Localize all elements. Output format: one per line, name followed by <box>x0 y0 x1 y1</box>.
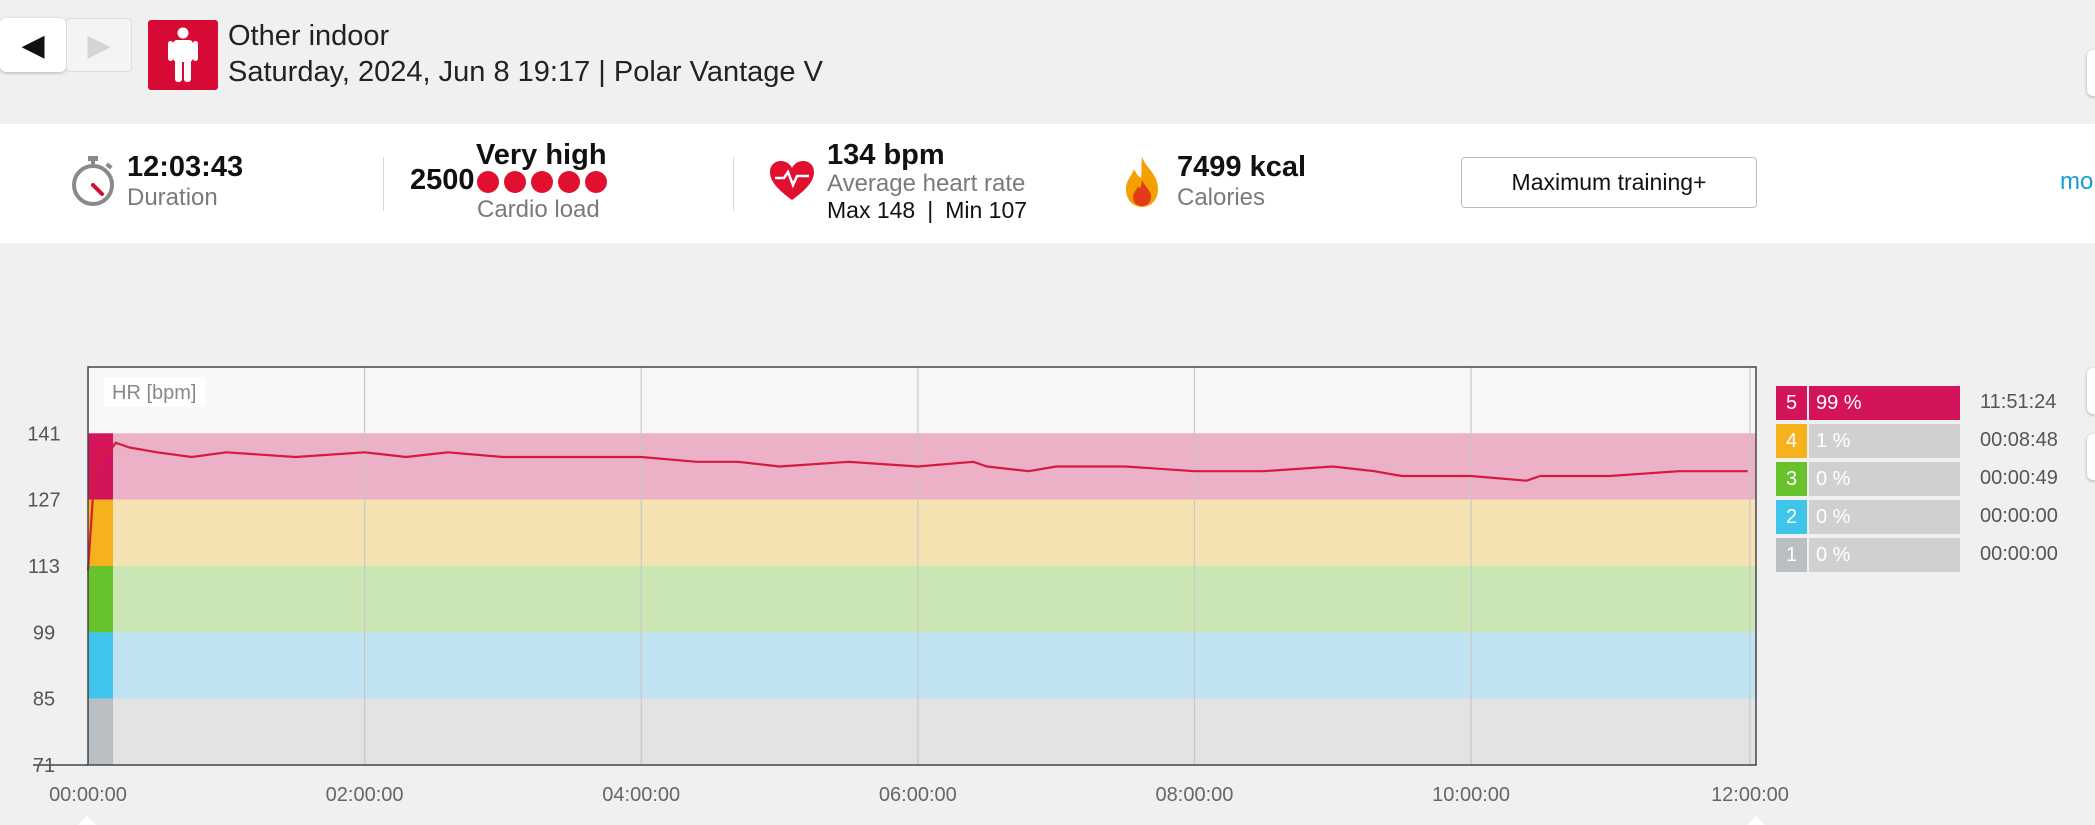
zone-band-1 <box>88 698 1756 765</box>
training-benefit-button[interactable]: Maximum training+ <box>1461 157 1757 208</box>
zone-band-4 <box>88 499 1756 566</box>
side-panel-tab[interactable] <box>2087 50 2095 96</box>
cardio-load-level: Very high <box>476 139 607 171</box>
previous-exercise-button[interactable]: ◀ <box>0 18 66 72</box>
plot-frame <box>87 366 1757 766</box>
next-exercise-button[interactable]: ▶ <box>66 18 132 72</box>
side-panel-tab[interactable] <box>2087 368 2095 414</box>
x-tick-label: 08:00:00 <box>1156 784 1234 806</box>
flame-icon <box>1124 156 1160 213</box>
hr-min: Min 107 <box>945 197 1028 223</box>
duration-label: Duration <box>127 184 218 211</box>
zone-row-5: 5 99 % <box>1776 386 1960 420</box>
zone-time: 00:00:00 <box>1980 505 2058 527</box>
zone-percentage: 0 % <box>1809 500 1960 534</box>
side-panel-tab[interactable] <box>2087 434 2095 480</box>
zone-percentage: 0 % <box>1809 462 1960 496</box>
zone-percentage: 99 % <box>1809 386 1960 420</box>
zone-strip-5 <box>88 433 113 500</box>
summary-strip: 12:03:43 Duration 2500 Very high Cardio … <box>0 124 2095 243</box>
zone-number: 5 <box>1776 386 1807 420</box>
x-tick-label: 10:00:00 <box>1432 784 1510 806</box>
x-tick-label: 02:00:00 <box>326 784 404 806</box>
x-tick-label: 00:00:00 <box>49 784 127 806</box>
zone-time: 00:08:48 <box>1980 429 2058 451</box>
zone-number: 4 <box>1776 424 1807 458</box>
load-dot <box>477 171 499 193</box>
cardio-load-label: Cardio load <box>477 196 600 223</box>
hr-max-min: Max 148 | Min 107 <box>827 197 1027 224</box>
zone-percentage: 0 % <box>1809 538 1960 572</box>
cardio-load-dots <box>477 171 607 193</box>
zone-time: 11:51:24 <box>1980 391 2057 413</box>
x-tick-label: 06:00:00 <box>879 784 957 806</box>
cardio-load-value: 2500 <box>410 164 475 196</box>
calories-label: Calories <box>1177 184 1266 211</box>
exercise-title: Other indoor <box>228 20 390 52</box>
zone-number: 3 <box>1776 462 1807 496</box>
zone-number: 2 <box>1776 500 1807 534</box>
avg-hr-value: 134 bpm <box>827 139 945 171</box>
y-tick-label: 85 <box>33 689 55 711</box>
hr-chart[interactable]: 141 127 113 99 85 71 00:00:00 02:00:00 04:00:00… <box>0 355 1800 825</box>
zone-number: 1 <box>1776 538 1807 572</box>
load-dot <box>531 171 553 193</box>
exercise-subtitle: Saturday, 2024, Jun 8 19:17 | Polar Vant… <box>228 56 823 88</box>
divider <box>733 157 734 211</box>
more-link[interactable]: mo <box>2060 168 2094 195</box>
load-dot <box>504 171 526 193</box>
load-dot <box>585 171 607 193</box>
zone-time: 00:00:49 <box>1980 467 2058 489</box>
chart-title: HR [bpm] <box>112 382 196 404</box>
zone-band-3 <box>88 566 1756 633</box>
chart-title-bg <box>104 377 206 407</box>
duration-value: 12:03:43 <box>127 151 244 183</box>
avg-hr-label: Average heart rate <box>827 170 1026 197</box>
triangle-left-icon: ◀ <box>21 28 45 62</box>
zone-strip-3 <box>88 566 113 633</box>
y-tick-label: 71 <box>33 755 55 777</box>
divider <box>383 157 384 211</box>
x-tick-label: 12:00:00 <box>1711 784 1789 806</box>
zone-percentage: 1 % <box>1809 424 1960 458</box>
zone-time: 00:00:00 <box>1980 543 2058 565</box>
zone-band-2 <box>88 632 1756 699</box>
y-tick-label: 141 <box>27 423 60 445</box>
zone-strip-1 <box>88 698 113 765</box>
x-tick-label: 04:00:00 <box>602 784 680 806</box>
y-tick-label: 99 <box>33 622 55 644</box>
calories-value: 7499 kcal <box>1177 151 1307 183</box>
hr-max: Max 148 <box>827 197 916 223</box>
range-start-handle[interactable] <box>78 816 96 825</box>
y-tick-label: 127 <box>27 490 60 512</box>
triangle-right-icon: ▶ <box>87 28 111 62</box>
zone-strip-2 <box>88 632 113 699</box>
person-standing-icon <box>148 20 218 90</box>
stopwatch-icon <box>70 154 116 213</box>
hr-series-line <box>86 441 1748 571</box>
load-dot <box>558 171 580 193</box>
heart-icon <box>769 160 815 207</box>
hr-separator: | <box>927 197 934 223</box>
y-tick-label: 113 <box>28 556 60 578</box>
range-end-handle[interactable] <box>1747 816 1765 825</box>
